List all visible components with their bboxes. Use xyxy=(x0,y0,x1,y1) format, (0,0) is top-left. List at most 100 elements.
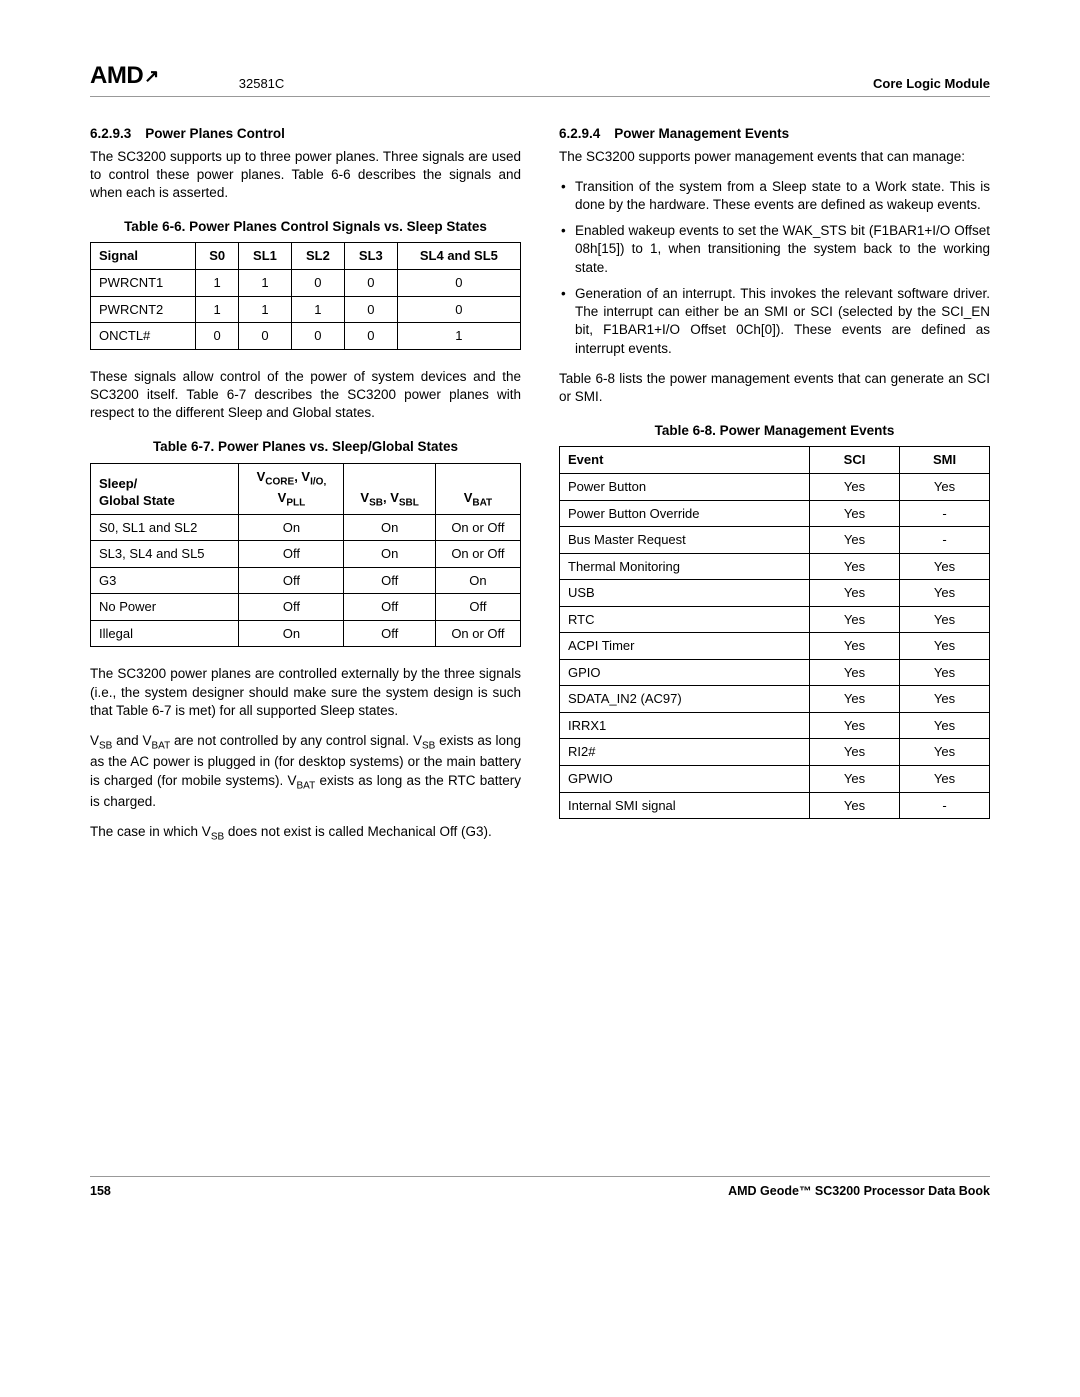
table-cell: Off xyxy=(344,594,435,621)
table-cell: On or Off xyxy=(435,541,520,568)
table-cell: ONCTL# xyxy=(91,323,196,350)
table-row: G3OffOffOn xyxy=(91,567,521,594)
table-row: Internal SMI signalYes- xyxy=(560,792,990,819)
table-row: GPWIOYesYes xyxy=(560,766,990,793)
table-cell: Yes xyxy=(810,792,900,819)
body-text: Table 6-8 lists the power management eve… xyxy=(559,370,990,406)
table-cell: Off xyxy=(239,541,344,568)
table-cell: Yes xyxy=(810,553,900,580)
table-cell: On or Off xyxy=(435,620,520,647)
col-header: SL1 xyxy=(238,243,291,270)
bullet-list: Transition of the system from a Sleep st… xyxy=(559,178,990,358)
table-cell: Yes xyxy=(810,527,900,554)
table-cell: RTC xyxy=(560,606,810,633)
table-cell: S0, SL1 and SL2 xyxy=(91,514,239,541)
table-cell: Yes xyxy=(810,580,900,607)
table-cell: Yes xyxy=(810,686,900,713)
table-6-8: Event SCI SMI Power ButtonYesYesPower Bu… xyxy=(559,446,990,819)
table-6-6: Signal S0 SL1 SL2 SL3 SL4 and SL5 PWRCNT… xyxy=(90,242,521,349)
table-row: RI2#YesYes xyxy=(560,739,990,766)
table-cell: Off xyxy=(239,567,344,594)
col-header: S0 xyxy=(196,243,239,270)
table-cell: Yes xyxy=(810,500,900,527)
table-cell: Yes xyxy=(900,606,990,633)
table-row: Power ButtonYesYes xyxy=(560,474,990,501)
table-cell: 0 xyxy=(238,323,291,350)
table-cell: 0 xyxy=(344,296,397,323)
table-cell: IRRX1 xyxy=(560,712,810,739)
left-column: 6.2.9.3 Power Planes Control The SC3200 s… xyxy=(90,121,521,856)
table-cell: 1 xyxy=(397,323,520,350)
section-number: 6.2.9.3 xyxy=(90,125,131,143)
table-caption: Table 6-6. Power Planes Control Signals … xyxy=(90,218,521,236)
col-header: VCORE, VI/O,VPLL xyxy=(239,463,344,514)
list-item: Generation of an interrupt. This invokes… xyxy=(559,285,990,358)
table-cell: On xyxy=(239,514,344,541)
page-number: 158 xyxy=(90,1183,111,1200)
table-cell: PWRCNT1 xyxy=(91,270,196,297)
right-column: 6.2.9.4Power Management Events The SC320… xyxy=(559,121,990,856)
table-cell: On xyxy=(344,514,435,541)
table-cell: Yes xyxy=(900,712,990,739)
table-cell: Yes xyxy=(900,739,990,766)
table-cell: Yes xyxy=(810,606,900,633)
table-cell: Yes xyxy=(810,739,900,766)
document-id: 32581C xyxy=(239,75,285,93)
section-title: Power Planes Control xyxy=(145,126,285,141)
table-cell: PWRCNT2 xyxy=(91,296,196,323)
table-cell: Yes xyxy=(900,580,990,607)
section-heading: 6.2.9.3 Power Planes Control xyxy=(90,125,521,143)
table-cell: 1 xyxy=(196,270,239,297)
table-row: GPIOYesYes xyxy=(560,659,990,686)
col-header: SMI xyxy=(900,447,990,474)
table-cell: G3 xyxy=(91,567,239,594)
table-cell: RI2# xyxy=(560,739,810,766)
logo-text: AMD xyxy=(90,60,143,92)
table-row: PWRCNT211100 xyxy=(91,296,521,323)
table-cell: Off xyxy=(239,594,344,621)
table-cell: Power Button Override xyxy=(560,500,810,527)
table-row: RTCYesYes xyxy=(560,606,990,633)
table-cell: - xyxy=(900,792,990,819)
table-cell: GPWIO xyxy=(560,766,810,793)
table-cell: SL3, SL4 and SL5 xyxy=(91,541,239,568)
table-cell: Thermal Monitoring xyxy=(560,553,810,580)
list-item: Transition of the system from a Sleep st… xyxy=(559,178,990,214)
table-cell: 0 xyxy=(344,323,397,350)
table-caption: Table 6-7. Power Planes vs. Sleep/Global… xyxy=(90,438,521,456)
page-header: AMD↗ 32581C Core Logic Module xyxy=(90,60,990,97)
table-cell: 0 xyxy=(291,323,344,350)
body-text: The SC3200 supports up to three power pl… xyxy=(90,148,521,203)
table-cell: Yes xyxy=(900,686,990,713)
table-cell: Internal SMI signal xyxy=(560,792,810,819)
table-cell: 0 xyxy=(196,323,239,350)
table-cell: Yes xyxy=(900,553,990,580)
table-cell: Off xyxy=(344,620,435,647)
book-title: AMD Geode™ SC3200 Processor Data Book xyxy=(728,1183,990,1200)
table-cell: 1 xyxy=(238,296,291,323)
table-cell: Yes xyxy=(900,659,990,686)
table-cell: On xyxy=(239,620,344,647)
table-row: ONCTL#00001 xyxy=(91,323,521,350)
table-cell: 0 xyxy=(344,270,397,297)
table-cell: Yes xyxy=(900,633,990,660)
col-header: Sleep/Global State xyxy=(91,463,239,514)
table-header-row: Signal S0 SL1 SL2 SL3 SL4 and SL5 xyxy=(91,243,521,270)
table-row: USBYesYes xyxy=(560,580,990,607)
body-text: These signals allow control of the power… xyxy=(90,368,521,423)
table-6-7: Sleep/Global State VCORE, VI/O,VPLL VSB,… xyxy=(90,463,521,648)
body-text: The SC3200 power planes are controlled e… xyxy=(90,665,521,720)
table-row: Bus Master RequestYes- xyxy=(560,527,990,554)
table-header-row: Event SCI SMI xyxy=(560,447,990,474)
body-text: The SC3200 supports power management eve… xyxy=(559,148,990,166)
content-columns: 6.2.9.3 Power Planes Control The SC3200 s… xyxy=(90,121,990,856)
table-cell: Yes xyxy=(810,474,900,501)
table-cell: SDATA_IN2 (AC97) xyxy=(560,686,810,713)
col-header: VSB, VSBL xyxy=(344,463,435,514)
table-cell: GPIO xyxy=(560,659,810,686)
page-footer: 158 AMD Geode™ SC3200 Processor Data Boo… xyxy=(90,1176,990,1200)
col-header: Event xyxy=(560,447,810,474)
table-cell: 1 xyxy=(238,270,291,297)
table-cell: Off xyxy=(435,594,520,621)
table-cell: Yes xyxy=(900,766,990,793)
